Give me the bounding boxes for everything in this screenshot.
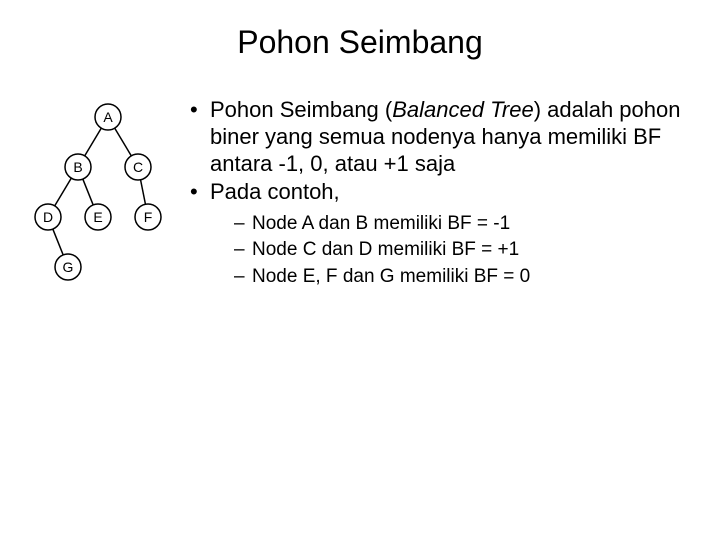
svg-text:F: F xyxy=(144,209,153,225)
bullet-prefix: Pohon Seimbang ( xyxy=(210,97,392,122)
svg-text:A: A xyxy=(103,109,113,125)
sub-item-ab: Node A dan B memiliki BF = -1 xyxy=(234,212,692,235)
svg-text:E: E xyxy=(93,209,102,225)
svg-text:B: B xyxy=(73,159,82,175)
bullet-list: Pohon Seimbang (Balanced Tree) adalah po… xyxy=(190,97,692,288)
content-row: A B C D E F G Pohon Seimbang (Balanced Tree) a… xyxy=(0,61,720,297)
bullet-example-text: Pada contoh, xyxy=(210,179,340,204)
text-content: Pohon Seimbang (Balanced Tree) adalah po… xyxy=(190,97,720,291)
sub-list: Node A dan B memiliki BF = -1 Node C dan… xyxy=(210,212,692,288)
bullet-italic: Balanced Tree xyxy=(392,97,533,122)
tree-diagram: A B C D E F G xyxy=(0,97,190,297)
sub-item-efg: Node E, F dan G memiliki BF = 0 xyxy=(234,265,692,288)
page-title: Pohon Seimbang xyxy=(0,0,720,61)
sub-item-cd: Node C dan D memiliki BF = +1 xyxy=(234,238,692,261)
bullet-example: Pada contoh, Node A dan B memiliki BF = … xyxy=(190,179,692,287)
svg-text:C: C xyxy=(133,159,143,175)
svg-text:D: D xyxy=(43,209,53,225)
bullet-definition: Pohon Seimbang (Balanced Tree) adalah po… xyxy=(190,97,692,177)
tree-svg: A B C D E F G xyxy=(28,97,178,297)
svg-text:G: G xyxy=(63,259,74,275)
